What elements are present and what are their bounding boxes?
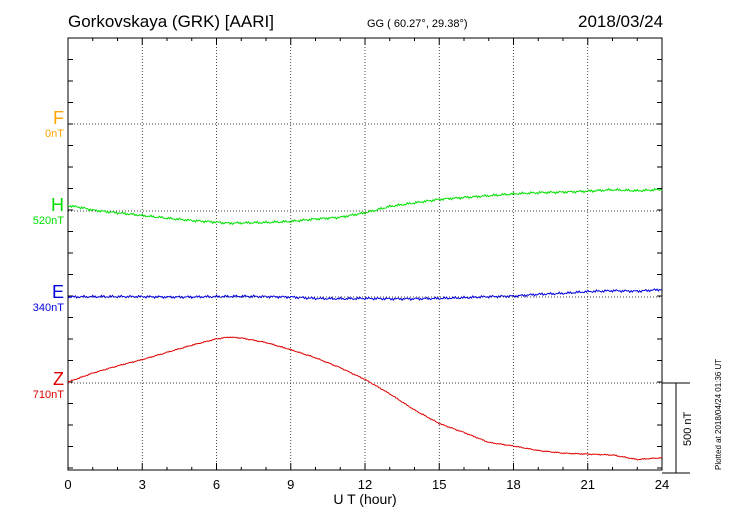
x-tick-label: 24 (655, 477, 669, 492)
channel-e-letter: E (51, 282, 64, 302)
channel-h-baseline: 520nT (32, 215, 64, 227)
x-tick-label: 9 (287, 477, 294, 492)
x-tick-label: 21 (581, 477, 595, 492)
station-coordinates: GG ( 60.27°, 29.38°) (367, 18, 468, 30)
channel-e-label: E 340nT (33, 282, 64, 315)
channel-f-label: F 0nT (45, 108, 64, 141)
channel-h-label: H 520nT (33, 195, 64, 228)
channel-f-baseline: 0nT (45, 128, 64, 140)
series-line-h (67, 187, 663, 226)
x-axis-label: U T (hour) (333, 491, 396, 507)
x-tick-label: 18 (506, 477, 520, 492)
plot-date: 2018/03/24 (578, 12, 664, 31)
plotted-timestamp: Plotted at 2018/04/24 01:36 UT (714, 358, 723, 470)
channel-z-label: Z 710nT (33, 369, 64, 402)
x-tick-label: 6 (213, 477, 220, 492)
channel-e-baseline: 340nT (32, 302, 64, 314)
x-tick-label: 3 (139, 477, 146, 492)
x-tick-label: 12 (358, 477, 372, 492)
channel-f-letter: F (53, 108, 64, 128)
x-tick-label: 15 (432, 477, 446, 492)
series-line-e (67, 288, 663, 302)
x-tick-label: 0 (64, 477, 71, 492)
channel-z-baseline: 710nT (32, 389, 64, 401)
scale-bar-label: 500 nT (682, 411, 694, 446)
series-line-z (67, 336, 663, 461)
channel-z-letter: Z (53, 369, 64, 389)
station-title: Gorkovskaya (GRK) [AARI] (68, 12, 274, 31)
channel-h-letter: H (51, 195, 64, 215)
